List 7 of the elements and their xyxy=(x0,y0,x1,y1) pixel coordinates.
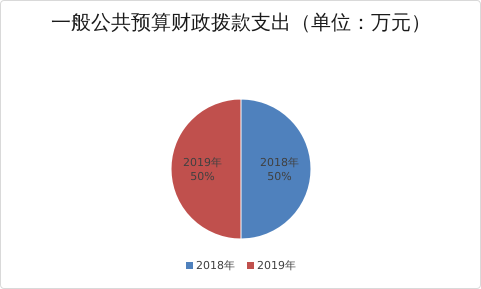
data-label: 50% xyxy=(267,170,292,183)
slice-label: 2018年 xyxy=(260,156,299,169)
legend-label: 2018年 xyxy=(196,259,235,272)
chart-title: 一般公共预算财政拨款支出（单位：万元） xyxy=(50,9,432,35)
legend-label: 2019年 xyxy=(257,259,296,272)
data-label: 50% xyxy=(190,170,215,183)
slice-label: 2019年 xyxy=(183,156,222,169)
